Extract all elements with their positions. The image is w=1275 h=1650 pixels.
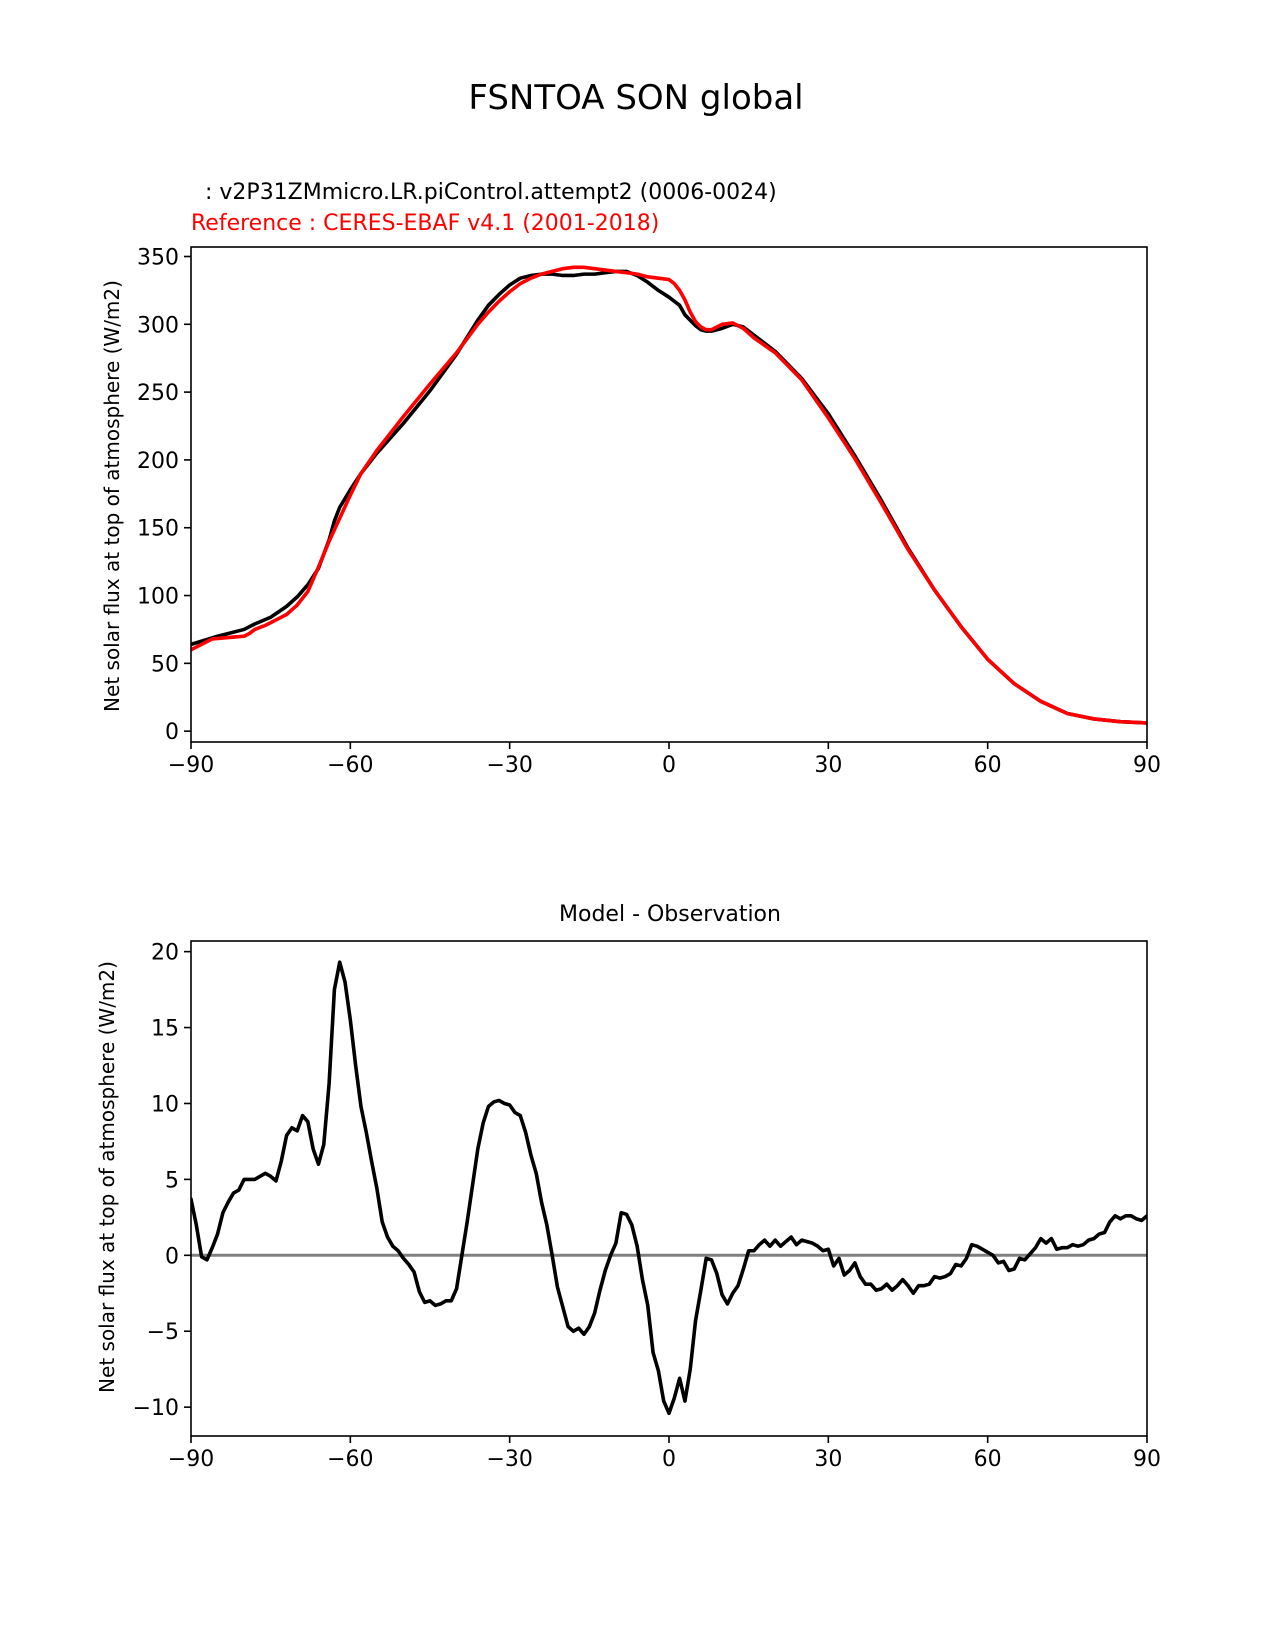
bottom-xtick-label: −60	[327, 1447, 373, 1472]
top-xtick-label: 30	[814, 753, 842, 778]
bottom-xtick-label: −90	[168, 1447, 214, 1472]
top-ytick-label: 50	[151, 652, 179, 677]
top-ytick-label: 100	[137, 585, 179, 610]
bottom-xtick-label: 60	[974, 1447, 1002, 1472]
top-axes: : v2P31ZMmicro.LR.piControl.attempt2 (00…	[100, 180, 1161, 778]
bottom-ytick-label: 10	[151, 1092, 179, 1117]
bottom-xtick-label: 30	[814, 1447, 842, 1472]
top-ytick-label: 0	[165, 720, 179, 745]
top-ytick-label: 300	[137, 313, 179, 338]
test-legend-label: : v2P31ZMmicro.LR.piControl.attempt2 (00…	[205, 180, 777, 205]
bottom-title: Model - Observation	[559, 902, 781, 927]
top-ytick-label: 350	[137, 245, 179, 270]
bottom-ytick-label: 15	[151, 1017, 179, 1042]
top-ytick-label: 150	[137, 517, 179, 542]
bottom-plot-area: −90 −60 −30 0 30 60 90 −10 −5 0 5 10 15 20	[133, 940, 1161, 1472]
bottom-axes: Model - Observation Net solar flux at to…	[95, 902, 1161, 1472]
top-xtick-label: −90	[168, 753, 214, 778]
top-axes-frame	[190, 246, 1148, 743]
bottom-ytick-label: −5	[147, 1320, 179, 1345]
top-xtick-label: 90	[1133, 753, 1161, 778]
top-xtick-label: 60	[974, 753, 1002, 778]
bottom-ytick-label: −10	[133, 1396, 179, 1421]
bottom-ytick-label: 20	[151, 941, 179, 966]
top-ytick-label: 200	[137, 449, 179, 474]
bottom-ytick-label: 0	[165, 1244, 179, 1269]
bottom-xtick-label: 0	[662, 1447, 676, 1472]
top-plot-area: −90 −60 −30 0 30 60 90 0 50 100 150 200 250 300 350	[137, 245, 1161, 778]
top-series-test	[191, 269, 1147, 725]
bottom-xtick-label: −30	[486, 1447, 532, 1472]
top-ytick-label: 250	[137, 381, 179, 406]
top-series-reference	[191, 265, 1147, 725]
reference-legend-label: Reference : CERES-EBAF v4.1 (2001-2018)	[191, 211, 659, 236]
top-xtick-label: 0	[662, 753, 676, 778]
bottom-series-difference	[191, 960, 1147, 1416]
bottom-ytick-label: 5	[165, 1168, 179, 1193]
top-xtick-label: −60	[327, 753, 373, 778]
top-ylabel: Net solar flux at top of atmosphere (W/m…	[100, 280, 124, 712]
bottom-ylabel: Net solar flux at top of atmosphere (W/m…	[95, 961, 119, 1393]
bottom-xtick-label: 90	[1133, 1447, 1161, 1472]
top-xtick-label: −30	[486, 753, 532, 778]
figure-title: FSNTOA SON global	[468, 78, 803, 118]
